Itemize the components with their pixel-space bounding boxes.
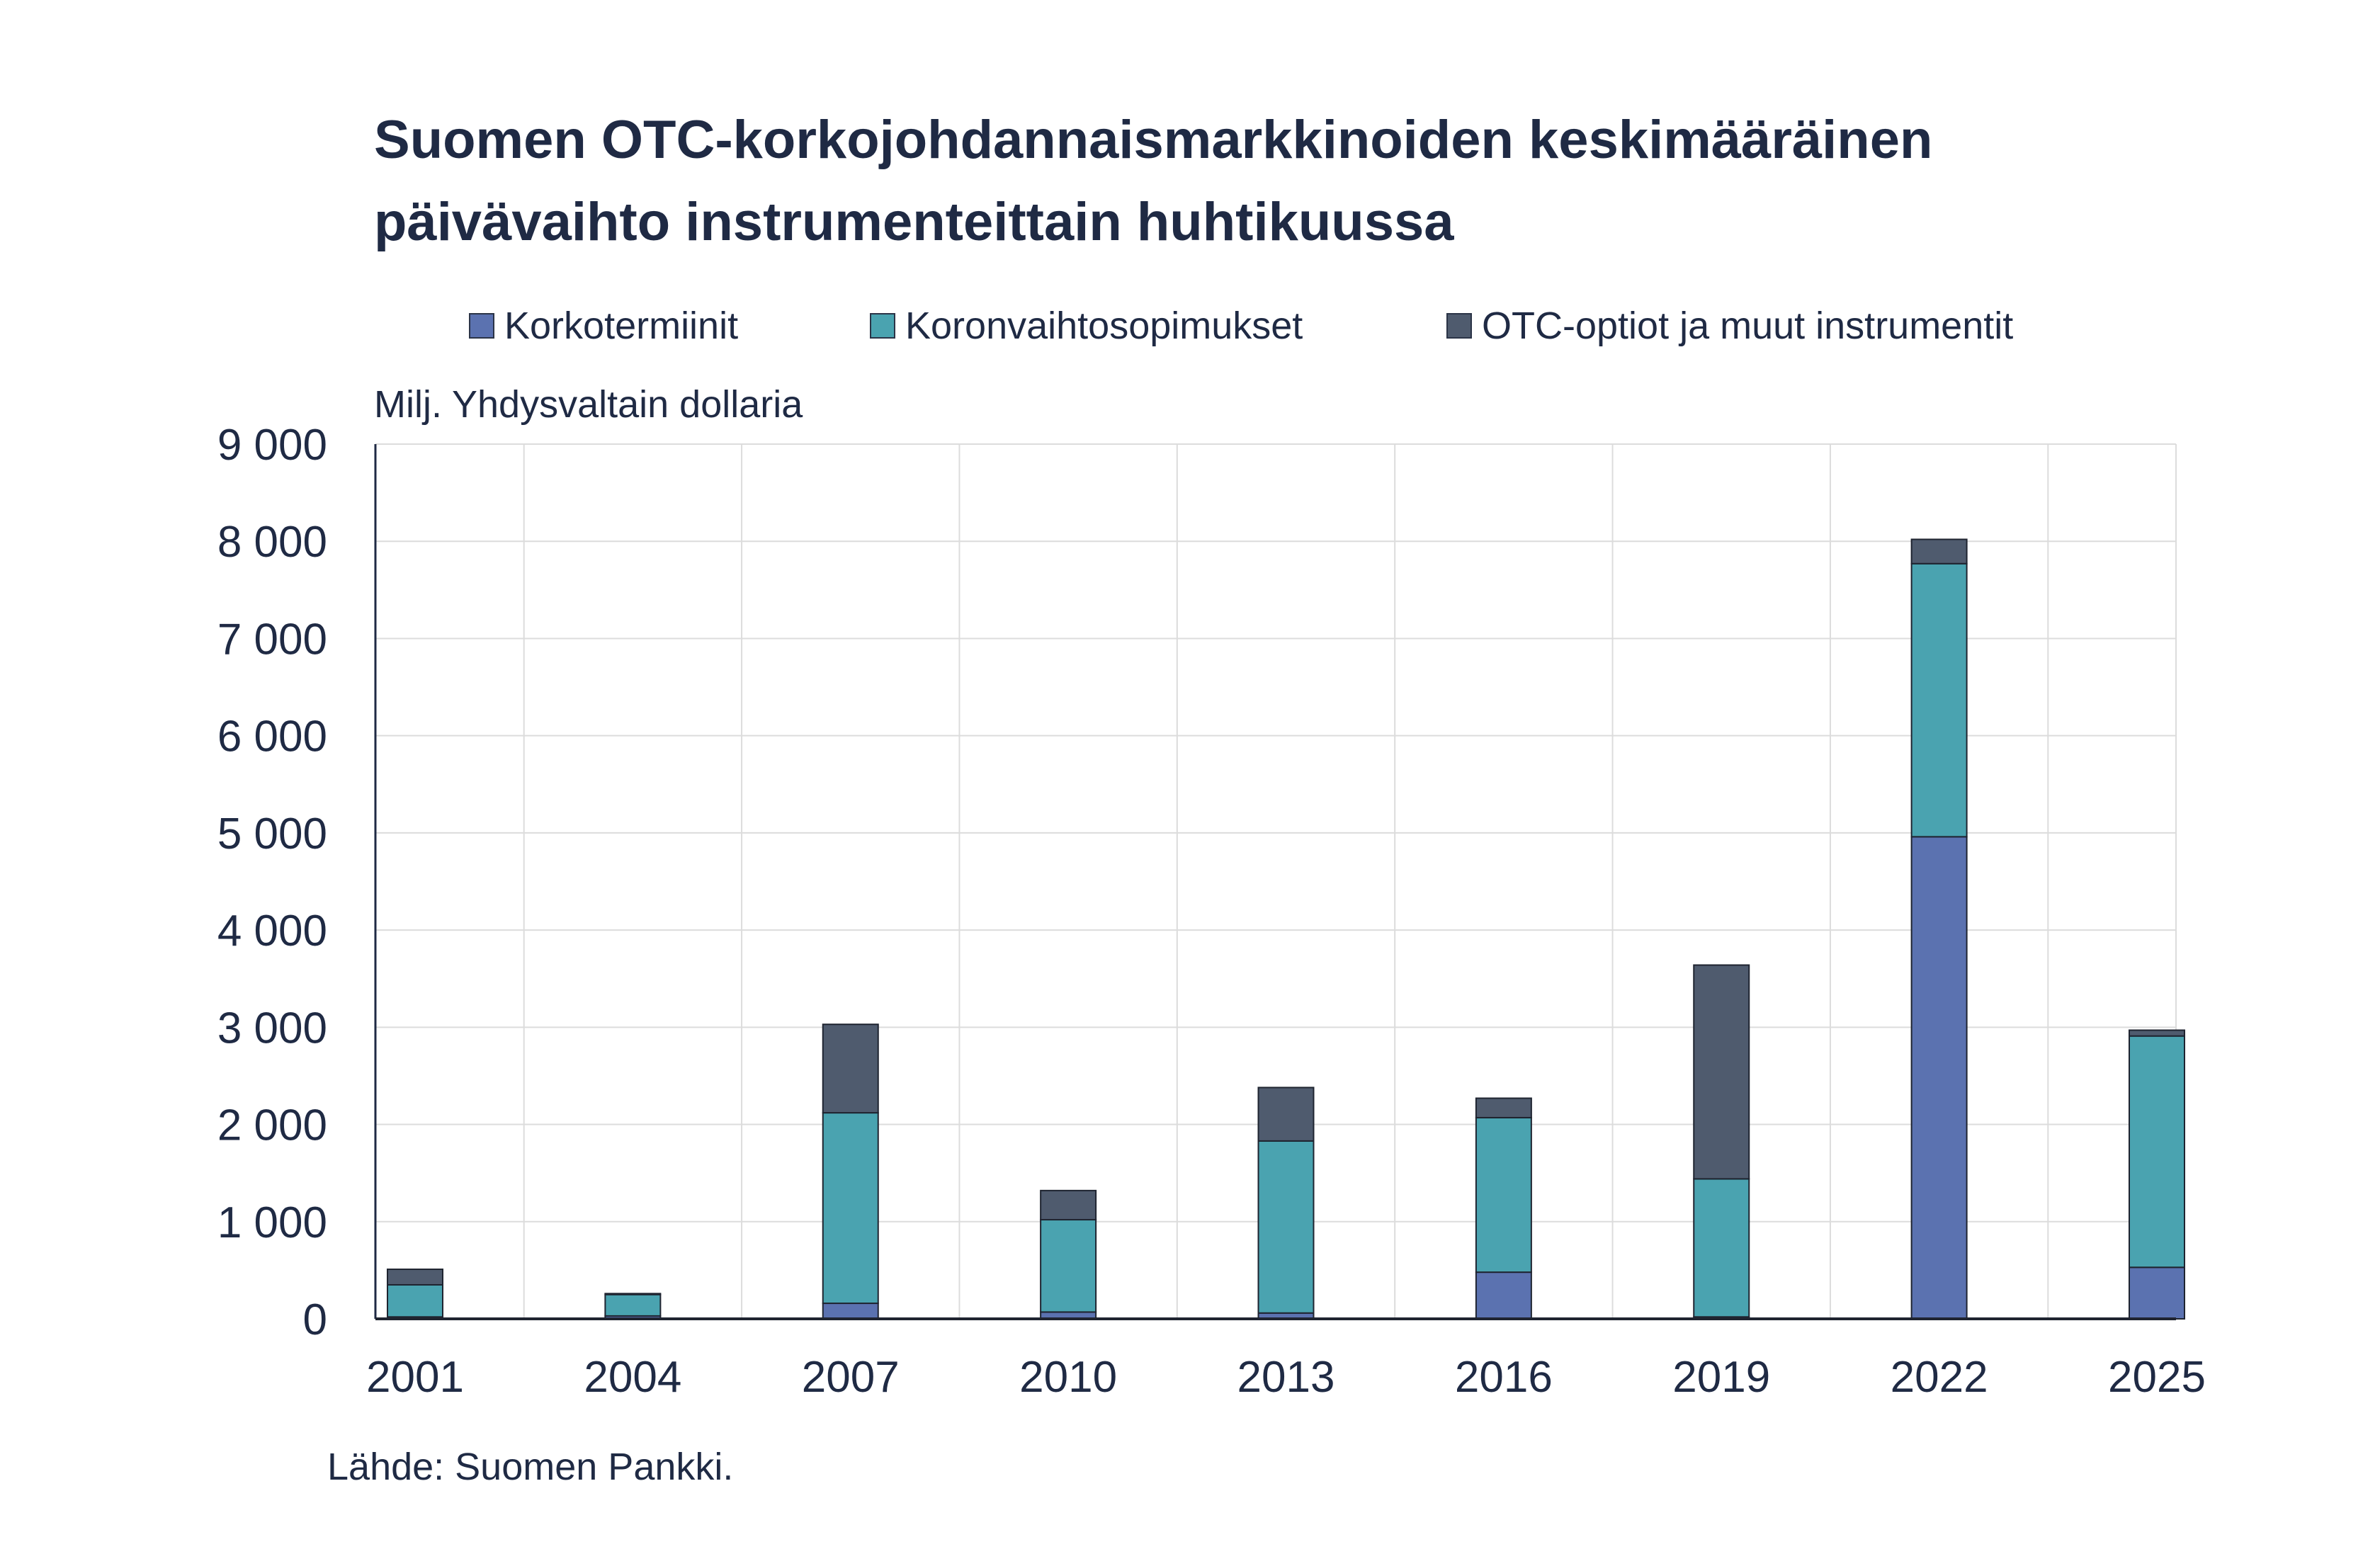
axes: [374, 444, 2176, 1320]
bar-2004-series-2: [604, 1293, 662, 1295]
y-tick-label: 1 000: [217, 1198, 327, 1247]
legend-item-otc-optiot: OTC-optiot ja muut instrumentit: [1446, 297, 2013, 354]
bar-2022-series-1: [1910, 562, 1968, 838]
bar-2022-series-0: [1910, 836, 1968, 1320]
legend-swatch-otc-optiot: [1446, 313, 1472, 339]
bar-2007-series-0: [822, 1303, 879, 1320]
bar-2004-series-1: [604, 1293, 662, 1317]
x-tick-label: 2025: [2108, 1353, 2206, 1402]
bar-2025-series-1: [2129, 1035, 2185, 1269]
legend-label-korkotermiinit: Korkotermiinit: [504, 305, 739, 347]
bar-2016-series-2: [1475, 1097, 1532, 1118]
y-tick-label: 6 000: [217, 713, 327, 761]
x-tick-label: 2004: [584, 1353, 681, 1402]
legend-item-korkotermiinit: Korkotermiinit: [469, 297, 738, 354]
source-note: Lähde: Suomen Pankki.: [327, 1446, 734, 1488]
x-tick-label: 2019: [1672, 1353, 1770, 1402]
x-tick-labels: 2001 2004 2007 2010 2013 2016 2019 2022 2025: [366, 1353, 2206, 1402]
y-tick-label: 9 000: [217, 421, 327, 470]
legend-label-koronvaihtosopimukset: Koronvaihtosopimukset: [905, 305, 1303, 347]
bar-2025-series-2: [2129, 1029, 2185, 1037]
x-tick-label: 2001: [366, 1353, 464, 1402]
y-tick-label: 4 000: [217, 907, 327, 955]
y-axis-unit-label: Milj. Yhdysvaltain dollaria: [374, 383, 803, 426]
bars: [387, 538, 2185, 1320]
legend-swatch-koronvaihtosopimukset: [870, 313, 895, 339]
legend-item-koronvaihtosopimukset: Koronvaihtosopimukset: [870, 297, 1303, 354]
x-tick-label: 2010: [1019, 1353, 1117, 1402]
chart-title: Suomen OTC-korkojohdannaismarkkinoiden k…: [374, 99, 2286, 263]
y-tick-label: 2 000: [217, 1101, 327, 1150]
legend-swatch-korkotermiinit: [469, 313, 494, 339]
bar-2010-series-2: [1040, 1189, 1097, 1221]
chart-title-line-1: Suomen OTC-korkojohdannaismarkkinoiden k…: [374, 110, 1933, 170]
x-tick-label: 2007: [802, 1353, 900, 1402]
bar-2007-series-2: [822, 1023, 879, 1114]
bar-2019-series-1: [1693, 1178, 1750, 1318]
bar-2001-series-1: [387, 1283, 443, 1318]
chart-legend: Korkotermiinit Koronvaihtosopimukset OTC…: [0, 297, 2380, 354]
x-tick-label: 2016: [1455, 1353, 1553, 1402]
y-tick-label: 5 000: [217, 810, 327, 858]
bar-2019-series-2: [1693, 964, 1750, 1180]
y-tick-label: 7 000: [217, 615, 327, 664]
x-tick-label: 2013: [1237, 1353, 1335, 1402]
y-tick-labels: 0 1 000 2 000 3 000 4 000 5 000 6 000 7 000 8 00…: [217, 421, 327, 1344]
bar-2016-series-1: [1475, 1116, 1532, 1274]
bar-2007-series-1: [822, 1112, 879, 1305]
bar-2013-series-2: [1257, 1087, 1315, 1142]
bar-2001-series-2: [387, 1269, 443, 1286]
chart-title-line-2: päivävaihto instrumenteittain huhtikuuss…: [374, 192, 1454, 252]
bar-2013-series-1: [1257, 1140, 1315, 1314]
legend-label-otc-optiot: OTC-optiot ja muut instrumentit: [1482, 305, 2014, 347]
y-tick-label: 3 000: [217, 1004, 327, 1053]
bar-2025-series-0: [2129, 1266, 2185, 1320]
y-tick-label: 8 000: [217, 518, 327, 567]
y-tick-label: 0: [303, 1295, 327, 1344]
bar-2016-series-0: [1475, 1271, 1532, 1320]
bar-2010-series-1: [1040, 1219, 1097, 1313]
x-tick-label: 2022: [1891, 1353, 1988, 1402]
bar-2022-series-2: [1910, 538, 1968, 565]
